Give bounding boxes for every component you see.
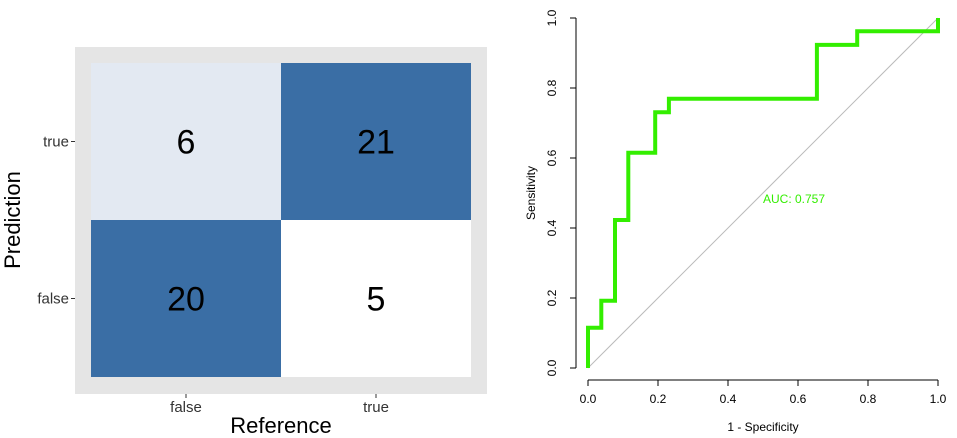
cm-cell-value: 6 — [177, 124, 196, 162]
cm-x-tick-label: false — [170, 399, 202, 416]
roc-x-tick-label: 0.2 — [650, 392, 667, 406]
roc-y-tick-label: 1.0 — [545, 9, 559, 26]
roc-y-tick-label: 0.4 — [545, 219, 559, 236]
cm-cell-false-true — [281, 220, 471, 377]
roc-x-tick-label: 0.8 — [860, 392, 877, 406]
roc-x-tick-label: 0.6 — [790, 392, 807, 406]
roc-x-tick-label: 0.4 — [720, 392, 737, 406]
roc-y-tick-label: 0.0 — [545, 359, 559, 376]
cm-y-tick-label: false — [37, 291, 69, 308]
confusion-matrix: 6 21 20 5 false true false true Reference Pre… — [0, 47, 487, 438]
cm-x-tick-label: true — [363, 399, 389, 416]
cm-cell-value: 21 — [357, 124, 395, 162]
roc-y-tick-label: 0.8 — [545, 79, 559, 96]
cm-y-tick-label: true — [43, 134, 69, 151]
roc-curve-line — [586, 18, 940, 368]
roc-y-axis-label: Sensitivity — [524, 166, 538, 220]
roc-x-axis-label: 1 - Specificity — [727, 420, 798, 434]
cm-y-axis-label: Prediction — [0, 171, 25, 269]
cm-cell-false-false — [91, 220, 281, 377]
roc-x-tick-label: 0.0 — [580, 392, 597, 406]
cm-x-axis-label: Reference — [230, 413, 332, 438]
roc-y-tick-label: 0.6 — [545, 149, 559, 166]
roc-reference-diagonal — [587, 17, 939, 369]
roc-chart: 0.0 0.2 0.4 0.6 0.8 1.0 0.0 0.2 0.4 0.6 0.8 1.0 AU… — [524, 9, 947, 434]
roc-x-tick-label: 1.0 — [930, 392, 947, 406]
cm-cell-value: 20 — [167, 281, 205, 319]
cm-cell-true-false — [91, 63, 281, 220]
cm-cell-value: 5 — [367, 281, 386, 319]
cm-cell-true-true — [281, 63, 471, 220]
auc-annotation: AUC: 0.757 — [763, 192, 825, 206]
roc-y-tick-label: 0.2 — [545, 289, 559, 306]
